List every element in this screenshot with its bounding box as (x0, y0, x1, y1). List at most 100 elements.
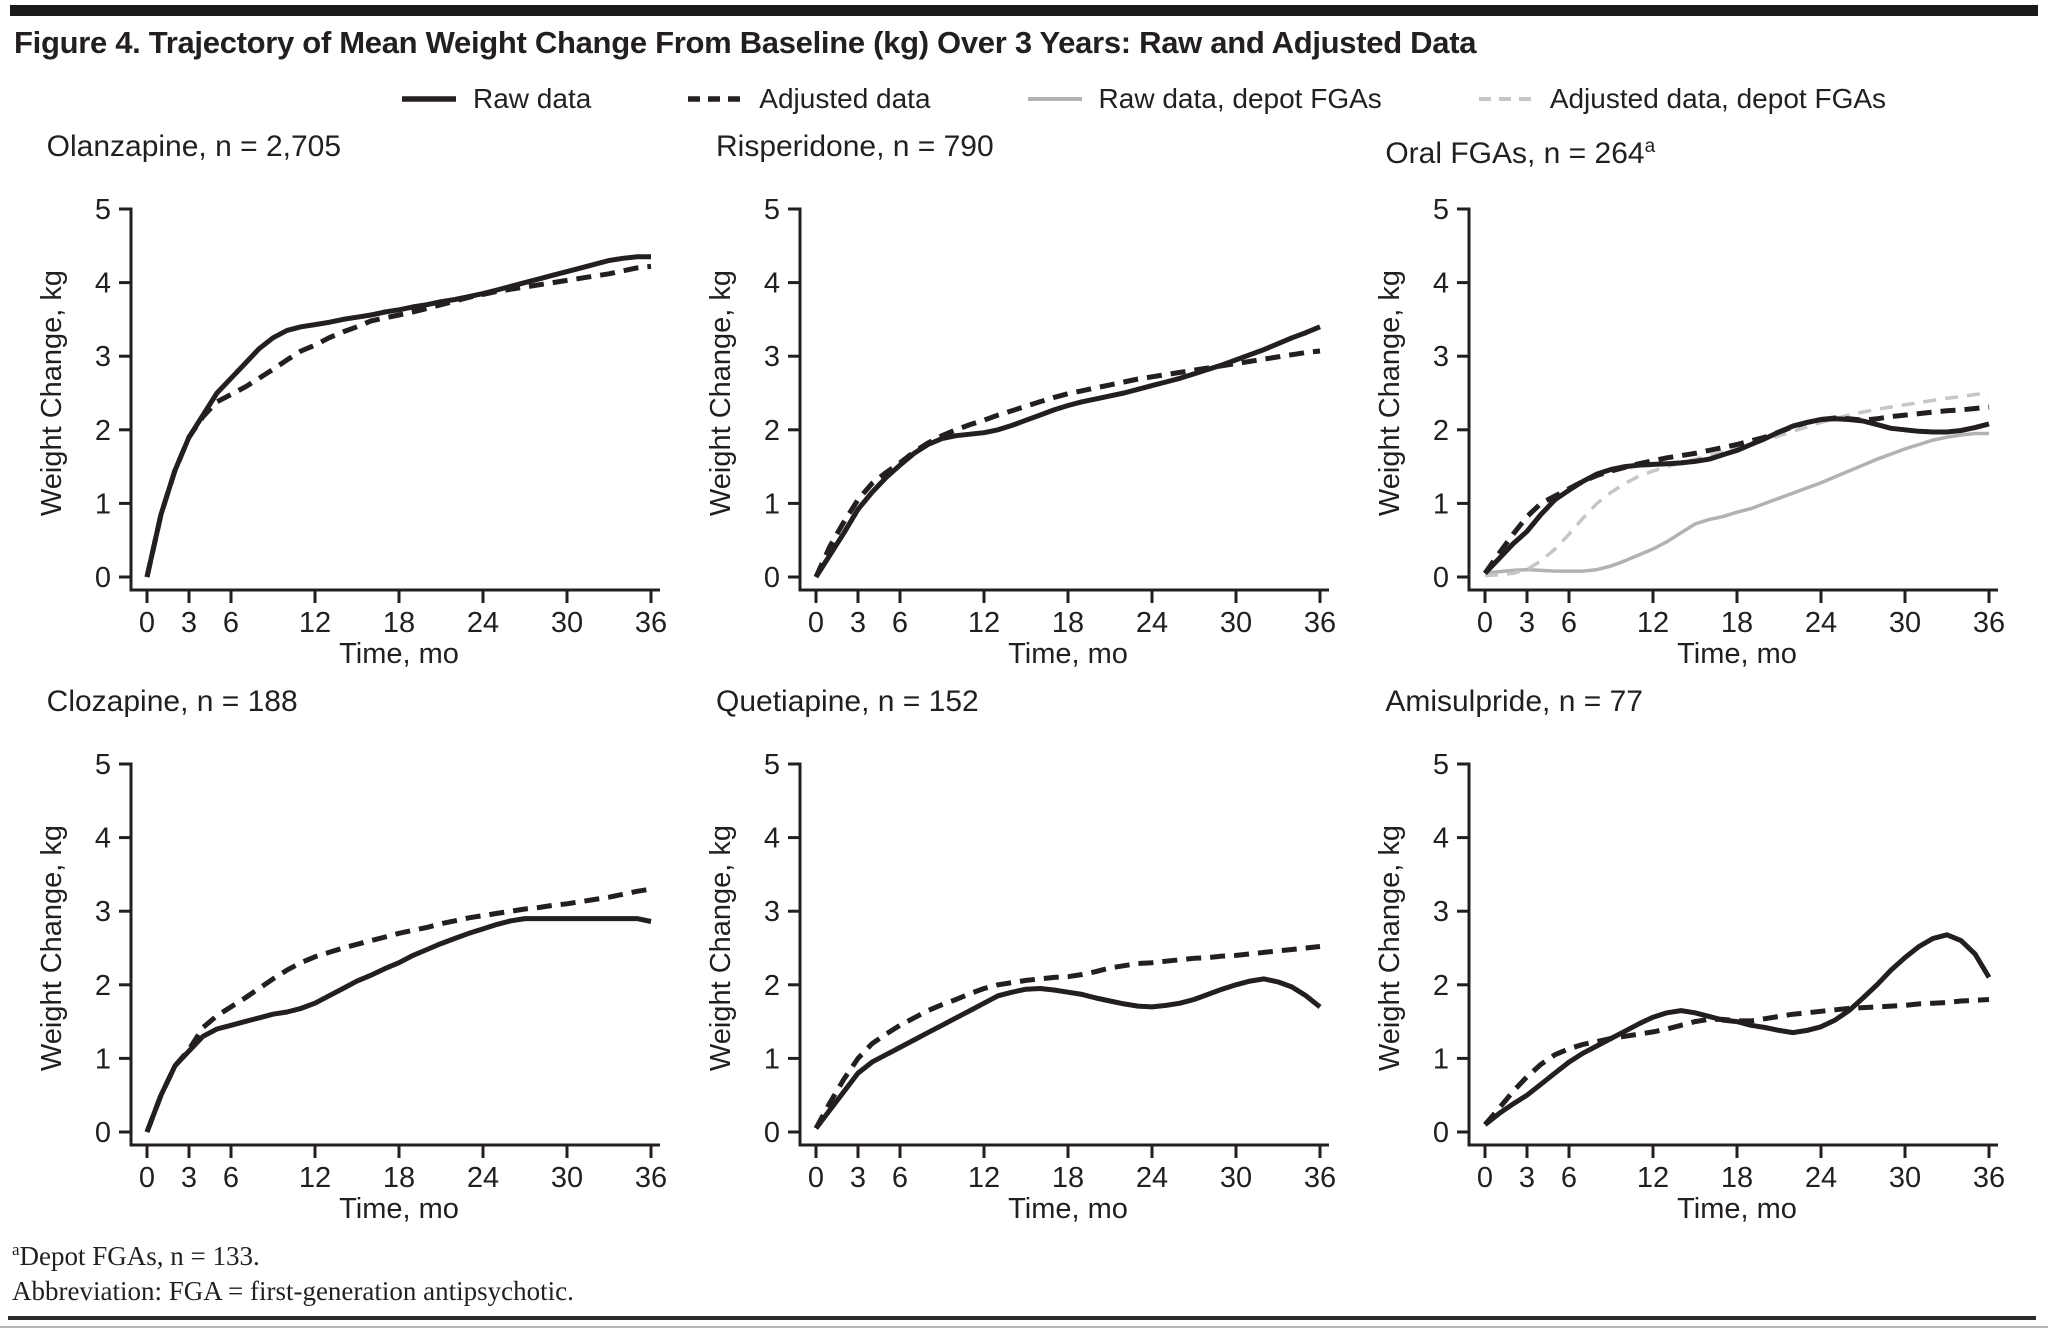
panel-title: Amisulpride, n = 77 (1385, 685, 1643, 718)
y-tick-label: 3 (95, 341, 111, 373)
chart-panel-risperidone-n-790: Risperidone, n = 790 0 1 2 3 4 5 0 3 6 12 18 24 30 36 T… (704, 127, 1344, 674)
series-line-raw (1483, 932, 1992, 1127)
bottom-rule-light (0, 1326, 2048, 1328)
legend-label: Raw data (473, 83, 592, 114)
x-tick-label: 12 (299, 1162, 331, 1194)
y-tick-label: 4 (1433, 823, 1449, 855)
y-tick-label: 5 (1433, 749, 1449, 781)
panel-title: Risperidone, n = 790 (715, 130, 994, 163)
chart-panel-quetiapine-n-152: Quetiapine, n = 152 0 1 2 3 4 5 0 3 6 12 18 24 30 36 Ti… (704, 682, 1344, 1229)
x-tick-label: 30 (551, 607, 583, 639)
y-tick-label: 3 (764, 341, 780, 373)
y-tick-label: 5 (1433, 194, 1449, 226)
y-tick-label: 3 (764, 896, 780, 928)
y-tick-label: 2 (764, 415, 780, 447)
panel-title: Olanzapine, n = 2,705 (46, 130, 342, 163)
y-tick-label: 0 (1433, 1117, 1449, 1149)
footnote-depot-text: Depot FGAs, n = 133. (19, 1241, 260, 1271)
y-tick-label: 4 (764, 823, 780, 855)
y-tick-label: 1 (95, 1043, 111, 1075)
y-tick-label: 1 (764, 1043, 780, 1075)
y-tick-label: 0 (764, 1117, 780, 1149)
x-tick-label: 6 (223, 607, 239, 639)
panel-title: Oral FGAs, n = 264a (1385, 136, 1656, 170)
legend-line-sample-adjusted-depot (1478, 97, 1533, 101)
x-tick-label: 3 (1519, 607, 1535, 639)
x-tick-label: 30 (1220, 1162, 1252, 1194)
series-line-adjusted (144, 263, 651, 578)
series-line-raw_depot (1485, 431, 1990, 576)
y-tick-label: 5 (95, 194, 111, 226)
x-axis-title: Time, mo (1008, 638, 1128, 669)
series-line-raw (813, 976, 1322, 1130)
x-tick-label: 0 (139, 1162, 155, 1194)
x-axis-title: Time, mo (1008, 1193, 1128, 1224)
footnote-abbreviation: Abbreviation: FGA = first-generation ant… (12, 1275, 574, 1306)
series-line-adjusted (813, 348, 1321, 579)
panel-title: Clozapine, n = 188 (46, 685, 298, 718)
legend-line-sample-adjusted (688, 96, 743, 102)
y-tick-label: 0 (764, 562, 780, 594)
x-axis-title: Time, mo (1677, 1193, 1797, 1224)
y-tick-label: 2 (764, 970, 780, 1002)
series-line-raw (144, 254, 651, 578)
x-tick-label: 6 (1561, 607, 1577, 639)
x-tick-label: 30 (1220, 607, 1252, 639)
legend-item-adjusted-depot-fgas: Adjusted data, depot FGAs (1477, 83, 1886, 115)
x-tick-label: 24 (467, 607, 499, 639)
legend-line-sample-raw-depot (1027, 97, 1082, 101)
x-tick-label: 36 (1304, 1162, 1336, 1194)
x-tick-label: 12 (1637, 607, 1669, 639)
chart-panel-olanzapine-n-2-705: Olanzapine, n = 2,705 0 1 2 3 4 5 0 3 6 12 18 24 30 36… (35, 127, 675, 674)
x-tick-label: 30 (551, 1162, 583, 1194)
footnote-superscript: a (12, 1240, 20, 1259)
y-tick-label: 4 (95, 268, 111, 300)
y-tick-label: 1 (1433, 1043, 1449, 1075)
y-tick-label: 5 (764, 749, 780, 781)
x-axis-title: Time, mo (1677, 638, 1797, 669)
series-line-adjusted (1483, 997, 1990, 1127)
y-tick-label: 5 (95, 749, 111, 781)
y-tick-label: 3 (1433, 896, 1449, 928)
panel-title: Quetiapine, n = 152 (715, 685, 979, 718)
chart-legend: Raw data Adjusted data Raw data, depot F… (0, 83, 2048, 115)
x-tick-label: 12 (968, 1162, 1000, 1194)
x-tick-label: 6 (1561, 1162, 1577, 1194)
y-tick-label: 4 (95, 823, 111, 855)
y-axis-title: Weight Change, kg (36, 825, 68, 1071)
y-tick-label: 2 (1433, 970, 1449, 1002)
y-axis-title: Weight Change, kg (36, 270, 68, 516)
y-tick-label: 3 (95, 896, 111, 928)
y-tick-label: 5 (764, 194, 780, 226)
chart-panel-clozapine-n-188: Clozapine, n = 188 0 1 2 3 4 5 0 3 6 12 18 24 30 36 Tim… (35, 682, 675, 1229)
footnote-depot-n: aDepot FGAs, n = 133. (12, 1239, 2048, 1274)
x-tick-label: 36 (635, 1162, 667, 1194)
legend-label: Adjusted data (759, 83, 931, 114)
x-tick-label: 0 (139, 607, 155, 639)
footnotes: aDepot FGAs, n = 133. Abbreviation: FGA … (12, 1239, 2048, 1308)
y-tick-label: 2 (95, 415, 111, 447)
y-tick-label: 4 (764, 268, 780, 300)
x-tick-label: 24 (467, 1162, 499, 1194)
series-line-raw (813, 324, 1321, 579)
chart-panel-oral-fgas-n-264: Oral FGAs, n = 264a 0 1 2 3 4 5 0 3 6 12 18 24 30 36 Ti… (1373, 127, 2013, 674)
x-tick-label: 36 (1973, 1162, 2005, 1194)
x-tick-label: 12 (968, 607, 1000, 639)
x-tick-label: 3 (850, 1162, 866, 1194)
legend-item-adjusted-data: Adjusted data (686, 83, 931, 115)
x-tick-label: 24 (1136, 1162, 1168, 1194)
y-tick-label: 1 (1433, 488, 1449, 520)
x-tick-label: 30 (1889, 607, 1921, 639)
x-tick-label: 18 (383, 607, 415, 639)
legend-item-raw-depot-fgas: Raw data, depot FGAs (1026, 83, 1382, 115)
legend-label: Raw data, depot FGAs (1098, 83, 1382, 114)
y-tick-label: 0 (1433, 562, 1449, 594)
series-line-adjusted (813, 944, 1321, 1130)
x-tick-label: 24 (1805, 607, 1837, 639)
y-tick-label: 2 (1433, 415, 1449, 447)
